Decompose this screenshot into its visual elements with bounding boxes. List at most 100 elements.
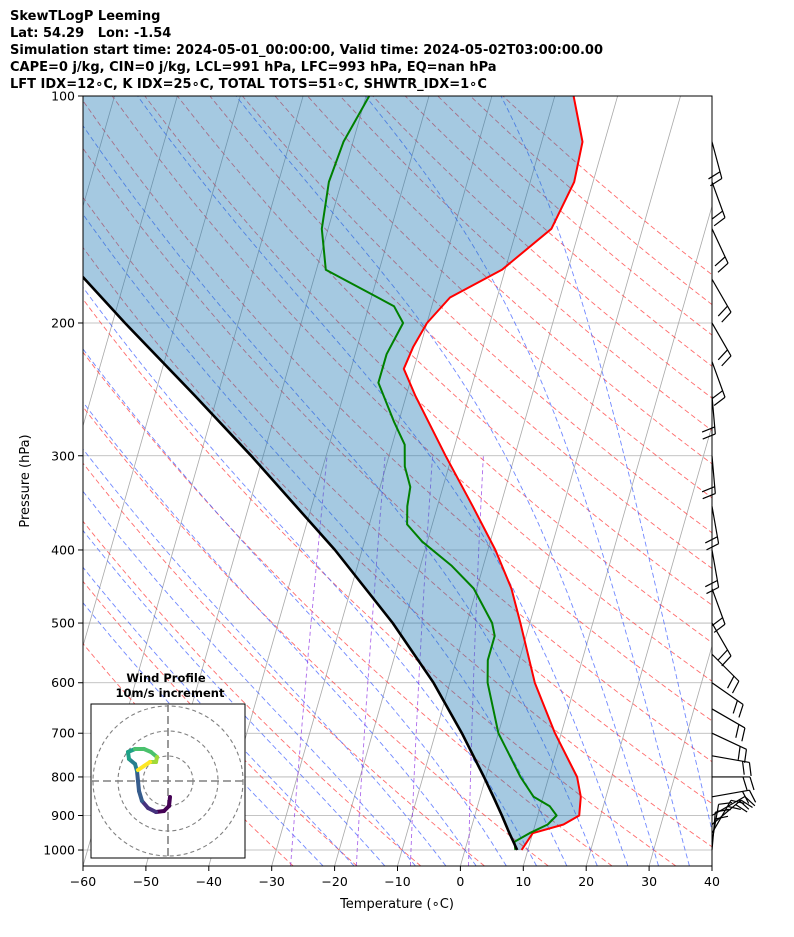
barb-flag: [741, 727, 746, 742]
barb-staff: [711, 732, 747, 750]
y-tick-label: 400: [51, 542, 75, 557]
mixing-ratio-line: [290, 455, 328, 866]
barb-flag: [706, 586, 719, 595]
barb-flag: [711, 390, 723, 400]
y-tick-label: 900: [51, 808, 75, 823]
moist-adiabat: [83, 213, 568, 866]
isotherm-line: [83, 96, 241, 648]
wind-barb: [712, 776, 755, 791]
moist-adiabat: [83, 566, 355, 866]
mixing-ratio-line: [355, 455, 386, 866]
wind-barb: [711, 278, 732, 323]
dry-adiabat: [83, 520, 422, 866]
isotherm-line: [460, 96, 681, 866]
isotherm-line: [711, 864, 712, 866]
barb-flag: [705, 536, 718, 544]
moist-adiabat: [137, 96, 629, 866]
wind-barb: [711, 361, 726, 406]
hodograph-title: Wind Profile: [126, 671, 206, 685]
barb-flag: [742, 776, 748, 791]
barb-staff: [711, 455, 716, 494]
moist-adiabat: [83, 401, 477, 866]
barb-staff: [711, 682, 744, 706]
barb-flag: [721, 355, 732, 367]
wind-barb: [711, 799, 753, 825]
dry-adiabat: [83, 642, 294, 866]
y-tick-label: 300: [51, 448, 75, 463]
barb-flag: [717, 349, 728, 361]
wind-barb: [711, 588, 726, 633]
wind-barbs: [701, 141, 757, 851]
wind-barb: [711, 708, 746, 742]
moist-adiabat: [500, 96, 712, 833]
barb-staff: [711, 804, 720, 842]
profile-lines: [83, 96, 584, 851]
y-tick-label: 500: [51, 616, 75, 631]
barb-flag: [735, 804, 748, 813]
barb-staff: [711, 228, 729, 264]
wind-barb: [711, 622, 732, 667]
location-line: Lat: 54.29 Lon: -1.54: [10, 26, 172, 41]
barb-flag: [732, 700, 738, 714]
wind-barb: [711, 228, 729, 273]
mixing-ratio-line: [409, 455, 434, 866]
barb-staff: [711, 799, 742, 825]
x-tick-label: −50: [133, 874, 159, 889]
barb-flag: [748, 789, 757, 803]
dry-adiabat: [83, 580, 358, 866]
barb-flag: [737, 746, 741, 760]
barb-flag: [713, 217, 726, 227]
moist-adiabat: [83, 286, 537, 866]
barb-staff: [711, 322, 732, 357]
dry-adiabat: [83, 351, 613, 866]
wind-barb: [711, 755, 752, 776]
barb-staff: [711, 755, 750, 764]
wind-barb: [711, 653, 740, 694]
barb-staff: [711, 361, 726, 398]
barb-staff: [711, 588, 726, 625]
barb-staff: [711, 796, 746, 817]
dry-adiabat: [83, 246, 712, 848]
barb-flag: [748, 762, 752, 776]
barb-flag: [738, 799, 750, 810]
x-tick-label: 40: [704, 874, 720, 889]
barb-staff: [711, 653, 740, 682]
x-tick-label: 20: [578, 874, 594, 889]
x-tick-label: −10: [384, 874, 410, 889]
isotherm-line: [585, 424, 712, 866]
moist-adiabat: [83, 124, 598, 866]
background-lines: [83, 96, 712, 866]
barb-flag: [717, 649, 728, 661]
barb-flag: [741, 791, 750, 804]
barb-flag: [714, 256, 726, 267]
dewpoint-line: [320, 96, 558, 851]
wind-barb: [711, 322, 732, 367]
barb-staff: [711, 622, 732, 657]
axis-ticks: −60 −50 −40 −30 −20 −10 0 10 20 30 40 1000 900 800 700…: [43, 89, 720, 890]
dry-adiabat: [176, 96, 712, 606]
barb-flag: [735, 724, 740, 738]
barb-staff: [711, 141, 723, 179]
dry-adiabat: [209, 96, 712, 569]
isotherm-line: [271, 96, 493, 866]
barb-flag: [727, 805, 741, 810]
dry-adiabat: [83, 298, 677, 866]
barb-staff: [711, 708, 746, 729]
moist-adiabat: [83, 448, 447, 866]
barb-flag: [731, 680, 740, 694]
barb-staff: [711, 789, 750, 798]
dry-adiabat: [307, 96, 712, 465]
barb-flag: [711, 210, 723, 220]
barb-flag: [702, 493, 716, 500]
x-tick-label: 0: [456, 874, 464, 889]
barb-flag: [721, 311, 732, 323]
barb-flag: [701, 486, 715, 493]
barb-flag: [713, 396, 726, 406]
wind-barb: [705, 506, 720, 551]
wind-barb: [711, 732, 748, 763]
cape-line: CAPE=0 j/kg, CIN=0 j/kg, LCL=991 hPa, LF…: [10, 60, 497, 75]
indices-line: LFT IDX=12∘C, K IDX=25∘C, TOTAL TOTS=51∘…: [10, 77, 487, 92]
barb-flag: [709, 177, 723, 187]
mixing-ratio-line: [468, 455, 484, 866]
